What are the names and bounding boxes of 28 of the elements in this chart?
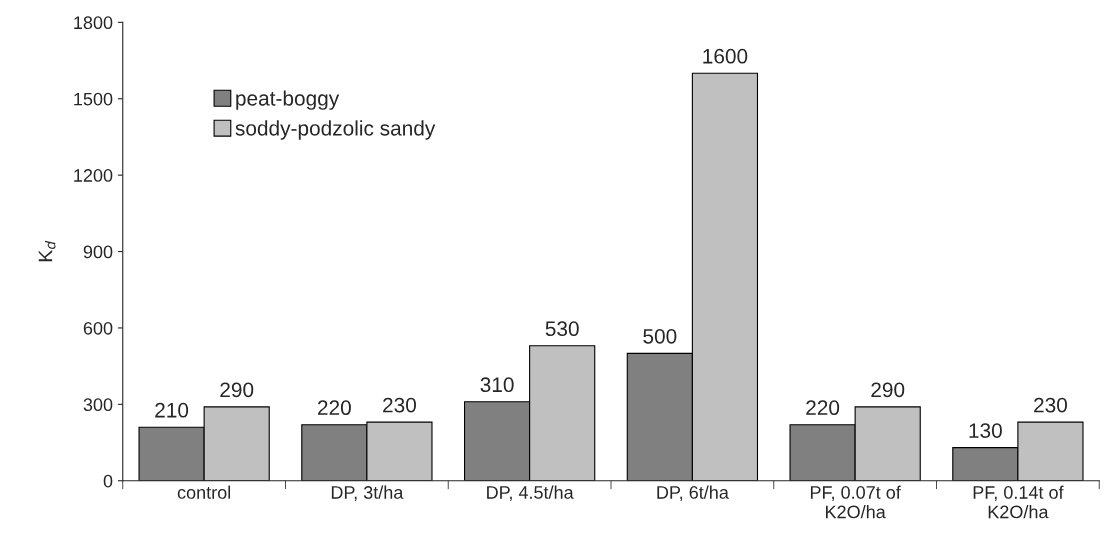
y-tick-label: 300 bbox=[83, 398, 113, 412]
data-label: 220 bbox=[318, 400, 351, 416]
legend-label: soddy-podzolic sandy bbox=[235, 120, 436, 140]
y-tick-label: 600 bbox=[83, 321, 113, 335]
data-label: 530 bbox=[545, 321, 579, 337]
data-label: 290 bbox=[220, 382, 254, 398]
x-tick-label: DP, 3t/ha bbox=[331, 485, 404, 501]
x-tick-label: DP, 4.5t/ha bbox=[487, 485, 574, 501]
x-tick-label: PF, 0.07t of K2O/ha bbox=[810, 485, 901, 519]
y-tick-label: 1500 bbox=[74, 92, 113, 106]
y-tick-label: 0 bbox=[103, 474, 113, 488]
data-label: 1600 bbox=[703, 48, 748, 64]
data-label: 230 bbox=[383, 397, 416, 413]
data-label: 220 bbox=[806, 400, 840, 416]
y-axis-title: K$_{d}$ bbox=[38, 240, 56, 262]
data-label: 290 bbox=[871, 382, 905, 398]
y-tick-label: 900 bbox=[83, 245, 113, 259]
x-tick-label: DP, 6t/ha bbox=[657, 485, 729, 501]
data-label: 500 bbox=[643, 328, 677, 344]
data-label: 130 bbox=[969, 423, 1002, 438]
x-tick-label: PF, 0.14t of K2O/ha bbox=[973, 485, 1064, 519]
x-tick-label: control bbox=[177, 485, 231, 499]
y-tick-label: 1200 bbox=[74, 169, 113, 182]
data-label: 230 bbox=[1034, 397, 1067, 413]
data-label: 310 bbox=[480, 377, 514, 393]
legend-label: peat-boggy bbox=[236, 90, 340, 110]
data-label: 210 bbox=[155, 402, 189, 418]
y-tick-label: 1800 bbox=[74, 16, 113, 30]
